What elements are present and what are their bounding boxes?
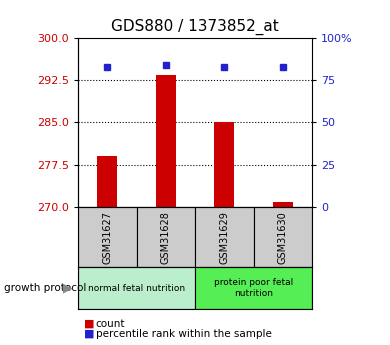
Bar (136, 207, 195, 267)
Text: ■: ■ (84, 319, 94, 328)
Bar (254, 207, 312, 267)
Bar (97, 156, 117, 207)
Bar (195, 207, 254, 267)
Text: count: count (96, 319, 125, 328)
Text: GSM31629: GSM31629 (219, 211, 229, 264)
Text: GSM31627: GSM31627 (102, 211, 112, 264)
Text: ■: ■ (84, 329, 94, 339)
Text: protein poor fetal
nutrition: protein poor fetal nutrition (214, 278, 293, 298)
Text: ▶: ▶ (64, 282, 73, 295)
Text: percentile rank within the sample: percentile rank within the sample (96, 329, 271, 339)
Bar (78, 267, 195, 309)
Text: GSM31630: GSM31630 (278, 211, 288, 264)
Title: GDS880 / 1373852_at: GDS880 / 1373852_at (111, 19, 279, 35)
Text: normal fetal nutrition: normal fetal nutrition (88, 284, 185, 293)
Text: growth protocol: growth protocol (4, 283, 86, 293)
Bar (195, 267, 312, 309)
Text: GSM31628: GSM31628 (161, 211, 171, 264)
Bar (273, 203, 293, 207)
Bar (78, 207, 136, 267)
Bar (156, 75, 176, 207)
Bar (214, 122, 234, 207)
